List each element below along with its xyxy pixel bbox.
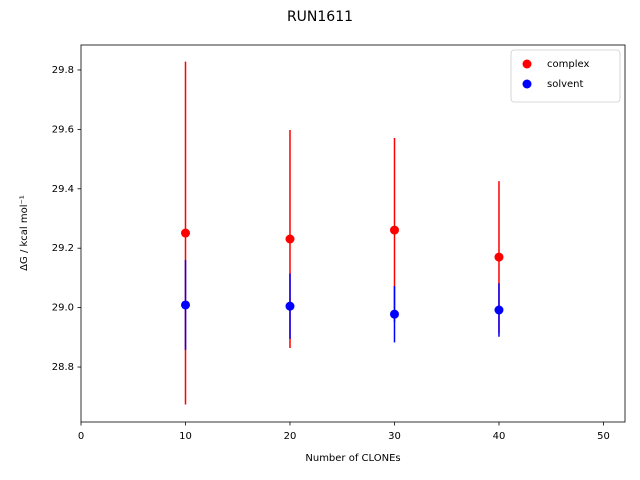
y-axis-label: ΔG / kcal mol⁻¹ xyxy=(19,195,30,271)
legend-label: solvent xyxy=(547,79,584,90)
point xyxy=(180,300,190,310)
y-tick-label: 29.2 xyxy=(52,243,74,254)
point xyxy=(285,234,295,244)
y-tick-label: 29.6 xyxy=(52,124,74,135)
x-axis-label: Number of CLONEs xyxy=(305,453,400,464)
legend-label: complex xyxy=(547,59,589,70)
point xyxy=(180,228,190,238)
point xyxy=(389,225,399,235)
chart-title: RUN1611 xyxy=(287,9,353,25)
x-tick-label: 40 xyxy=(493,431,506,442)
x-tick-label: 50 xyxy=(597,431,610,442)
point xyxy=(285,301,295,311)
point xyxy=(494,252,504,262)
y-tick-label: 29.8 xyxy=(52,65,74,76)
point xyxy=(389,309,399,319)
y-tick-label: 29.0 xyxy=(52,303,74,314)
legend-marker xyxy=(522,59,532,69)
legend-box xyxy=(510,49,621,103)
x-tick-label: 10 xyxy=(179,431,192,442)
plot-frame xyxy=(80,44,626,423)
x-tick-label: 0 xyxy=(78,431,84,442)
point xyxy=(494,305,504,315)
x-tick-label: 20 xyxy=(284,431,297,442)
y-tick-label: 28.8 xyxy=(52,362,74,373)
x-tick-label: 30 xyxy=(388,431,401,442)
legend-marker xyxy=(522,79,532,89)
y-tick-label: 29.4 xyxy=(52,184,74,195)
